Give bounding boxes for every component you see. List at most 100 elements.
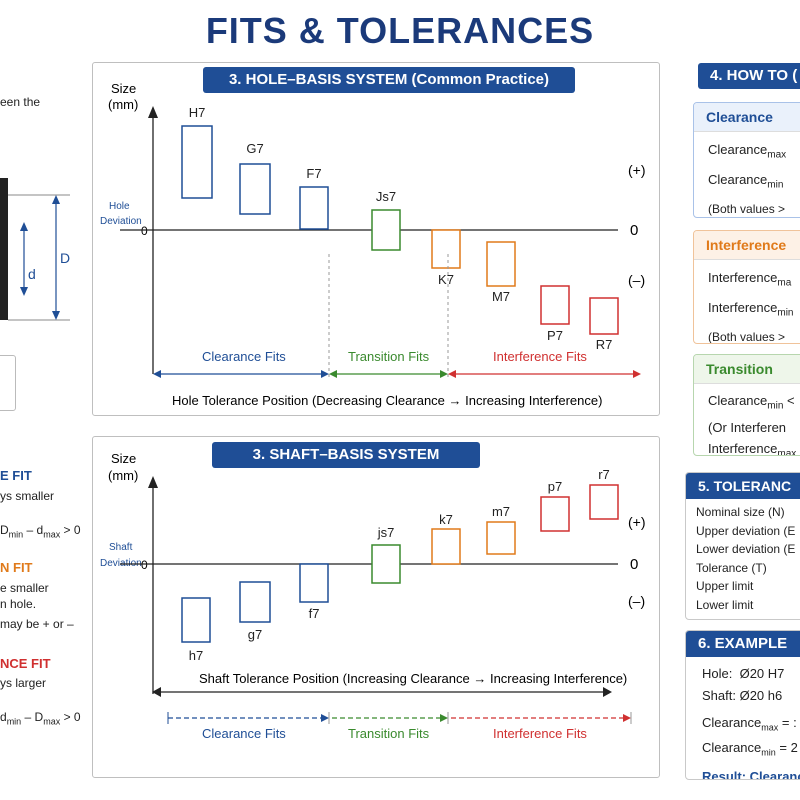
shaft-zone-label-p7: p7 <box>548 479 562 494</box>
shaft-zone-label-k7: k7 <box>439 512 453 527</box>
hole-zone-k7 <box>431 229 461 269</box>
hole-zone-label-g7: G7 <box>246 141 263 156</box>
shaft-zone-m7 <box>486 521 516 555</box>
tolerance-item: Upper limit <box>696 579 754 593</box>
shaft-axis-label: Size <box>111 451 136 466</box>
interference-fit-formula: dmin – Dmax > 0 <box>0 710 81 727</box>
shaft-basis-banner: 3. SHAFT–BASIS SYSTEM <box>212 442 480 468</box>
hole-span-interference-arrow-r <box>633 370 641 378</box>
shaft-basis-diagram: Size (mm) Shaft Deviation 0 (+) 0 (–) h7… <box>100 451 646 741</box>
transition-line-3: Interferencemax <box>708 440 797 456</box>
how-to-banner: 4. HOW TO ( <box>698 63 800 89</box>
left-legend-box <box>0 355 16 411</box>
hole-span-clearance-arrow-r <box>321 370 329 378</box>
hole-zone-transition: Transition Fits <box>348 349 430 364</box>
shaft-span-interference-arrow-r <box>623 714 631 722</box>
shaft-plus-label: (+) <box>628 514 646 530</box>
shaft-zero-right: 0 <box>630 556 638 573</box>
dim-D-label: D <box>60 250 70 266</box>
shaft-zone-r7 <box>589 484 619 520</box>
example-banner: 6. EXAMPLE <box>686 631 800 657</box>
tolerance-banner: 5. TOLERANC <box>686 473 800 499</box>
tolerance-item: Tolerance (T) <box>696 560 767 575</box>
shaft-body <box>0 178 8 320</box>
shaft-deviation-label-1: Shaft <box>109 542 133 553</box>
example-body: Hole: Ø20 H7 Shaft: Ø20 h6 Clearancemax … <box>686 657 800 780</box>
tolerance-card: 5. TOLERANC Nominal size (N) Upper deviat… <box>685 472 800 620</box>
shaft-hole-section-figure: D d <box>0 178 70 321</box>
shaft-zone-p7 <box>540 496 570 532</box>
hole-zone-interference: Interference Fits <box>493 349 587 364</box>
hole-zone-label-js7: Js7 <box>376 189 396 204</box>
transition-line-1: Clearancemin < <box>708 393 795 412</box>
hole-zone-m7 <box>486 241 516 287</box>
shaft-span-transition-arrow-r <box>440 714 448 722</box>
tolerance-item: Lower deviation (E <box>696 542 796 556</box>
shaft-zone-h7 <box>181 597 211 643</box>
example-shaft: Shaft: Ø20 h6 <box>702 688 783 703</box>
shaft-zone-label-m7: m7 <box>492 504 510 519</box>
shaft-position-arrow-l <box>152 687 161 697</box>
hole-caption: Hole Tolerance Position (Decreasing Clea… <box>172 393 602 408</box>
interference-card: Interference Interferencema Interference… <box>693 230 800 344</box>
shaft-zone-label-h7: h7 <box>189 648 203 663</box>
interference-both-line: (Both values > <box>708 330 786 344</box>
hole-tolerance-zones: H7 G7 F7 Js7 K7 M7 P7 R7 <box>181 105 619 352</box>
shaft-zone-clearance: Clearance Fits <box>202 726 286 741</box>
hole-zone-label-k7: K7 <box>438 272 454 287</box>
example-hole: Hole: Ø20 H7 <box>702 666 785 681</box>
shaft-minus-label: (–) <box>628 593 645 609</box>
hole-minus-label: (–) <box>628 272 645 288</box>
hole-span-transition-arrow-l <box>329 370 337 378</box>
example-clearance-min: Clearancemin = 2 <box>702 739 798 758</box>
hole-span-clearance-arrow-l <box>153 370 161 378</box>
shaft-zone-interference: Interference Fits <box>493 726 587 741</box>
tolerance-item: Nominal size (N) <box>696 505 785 519</box>
shaft-zone-label-js7: js7 <box>377 525 395 540</box>
hole-zone-r7 <box>589 297 619 335</box>
shaft-zone-transition: Transition Fits <box>348 726 430 741</box>
hole-zone-label-m7: M7 <box>492 289 510 304</box>
clearance-card-body: Clearancemax Clearancemin (Both values > <box>694 132 800 217</box>
hole-zone-g7 <box>239 163 271 215</box>
shaft-zone-js7 <box>371 544 401 584</box>
dim-D-arrow-bottom <box>52 311 60 320</box>
shaft-zero-left: 0 <box>141 558 148 572</box>
clearance-card: Clearance Clearancemax Clearancemin (Bot… <box>693 102 800 218</box>
interference-card-title: Interference <box>694 231 800 260</box>
tolerance-list: Nominal size (N) Upper deviation (E Lower … <box>686 499 800 618</box>
shaft-zone-label-f7: f7 <box>309 606 320 621</box>
transition-line-2: (Or Interferen <box>708 419 787 435</box>
shaft-zone-label-g7: g7 <box>248 627 262 642</box>
example-clearance-max: Clearancemax = : <box>702 715 797 733</box>
hole-basis-banner: 3. HOLE–BASIS SYSTEM (Common Practice) <box>203 67 575 93</box>
shaft-zone-label-r7: r7 <box>598 467 610 482</box>
hole-axis-unit: (mm) <box>108 97 138 112</box>
dim-d-arrow-bottom <box>20 287 28 296</box>
hole-zone-label-f7: F7 <box>306 166 321 181</box>
clearance-fit-heading: E FIT <box>0 468 32 483</box>
shaft-zone-g7 <box>239 581 271 623</box>
transition-fit-heading: N FIT <box>0 560 33 575</box>
hole-zone-h7 <box>181 125 213 199</box>
tolerance-item: Upper deviation (E <box>696 523 796 538</box>
shaft-size-axis-arrow <box>148 476 158 488</box>
hole-zone-label-p7: P7 <box>547 328 563 343</box>
hole-span-transition-arrow-r <box>440 370 448 378</box>
shaft-span-clearance-arrow-r <box>321 714 329 722</box>
shaft-zone-f7 <box>299 563 329 603</box>
example-card: 6. EXAMPLE Hole: Ø20 H7 Shaft: Ø20 h6 Cl… <box>685 630 800 780</box>
example-result: Result: Clearanc <box>702 769 800 780</box>
page-title: FITS & TOLERANCES <box>205 10 595 51</box>
shaft-caption: Shaft Tolerance Position (Increasing Cle… <box>199 671 627 686</box>
shaft-zone-k7 <box>431 528 461 565</box>
hole-zero-left: 0 <box>141 224 148 238</box>
hole-zero-right: 0 <box>630 222 638 239</box>
clearance-fit-desc: ys smaller <box>0 489 55 503</box>
dim-d-arrow-top <box>20 222 28 231</box>
hole-zone-js7 <box>371 209 401 251</box>
intro-fragment: een the <box>0 95 41 109</box>
hole-basis-diagram: Size (mm) Hole Deviation 0 (+) 0 (–) H7 G… <box>100 81 646 408</box>
hole-axis-label: Size <box>111 81 136 96</box>
shaft-position-arrow-r <box>603 687 612 697</box>
